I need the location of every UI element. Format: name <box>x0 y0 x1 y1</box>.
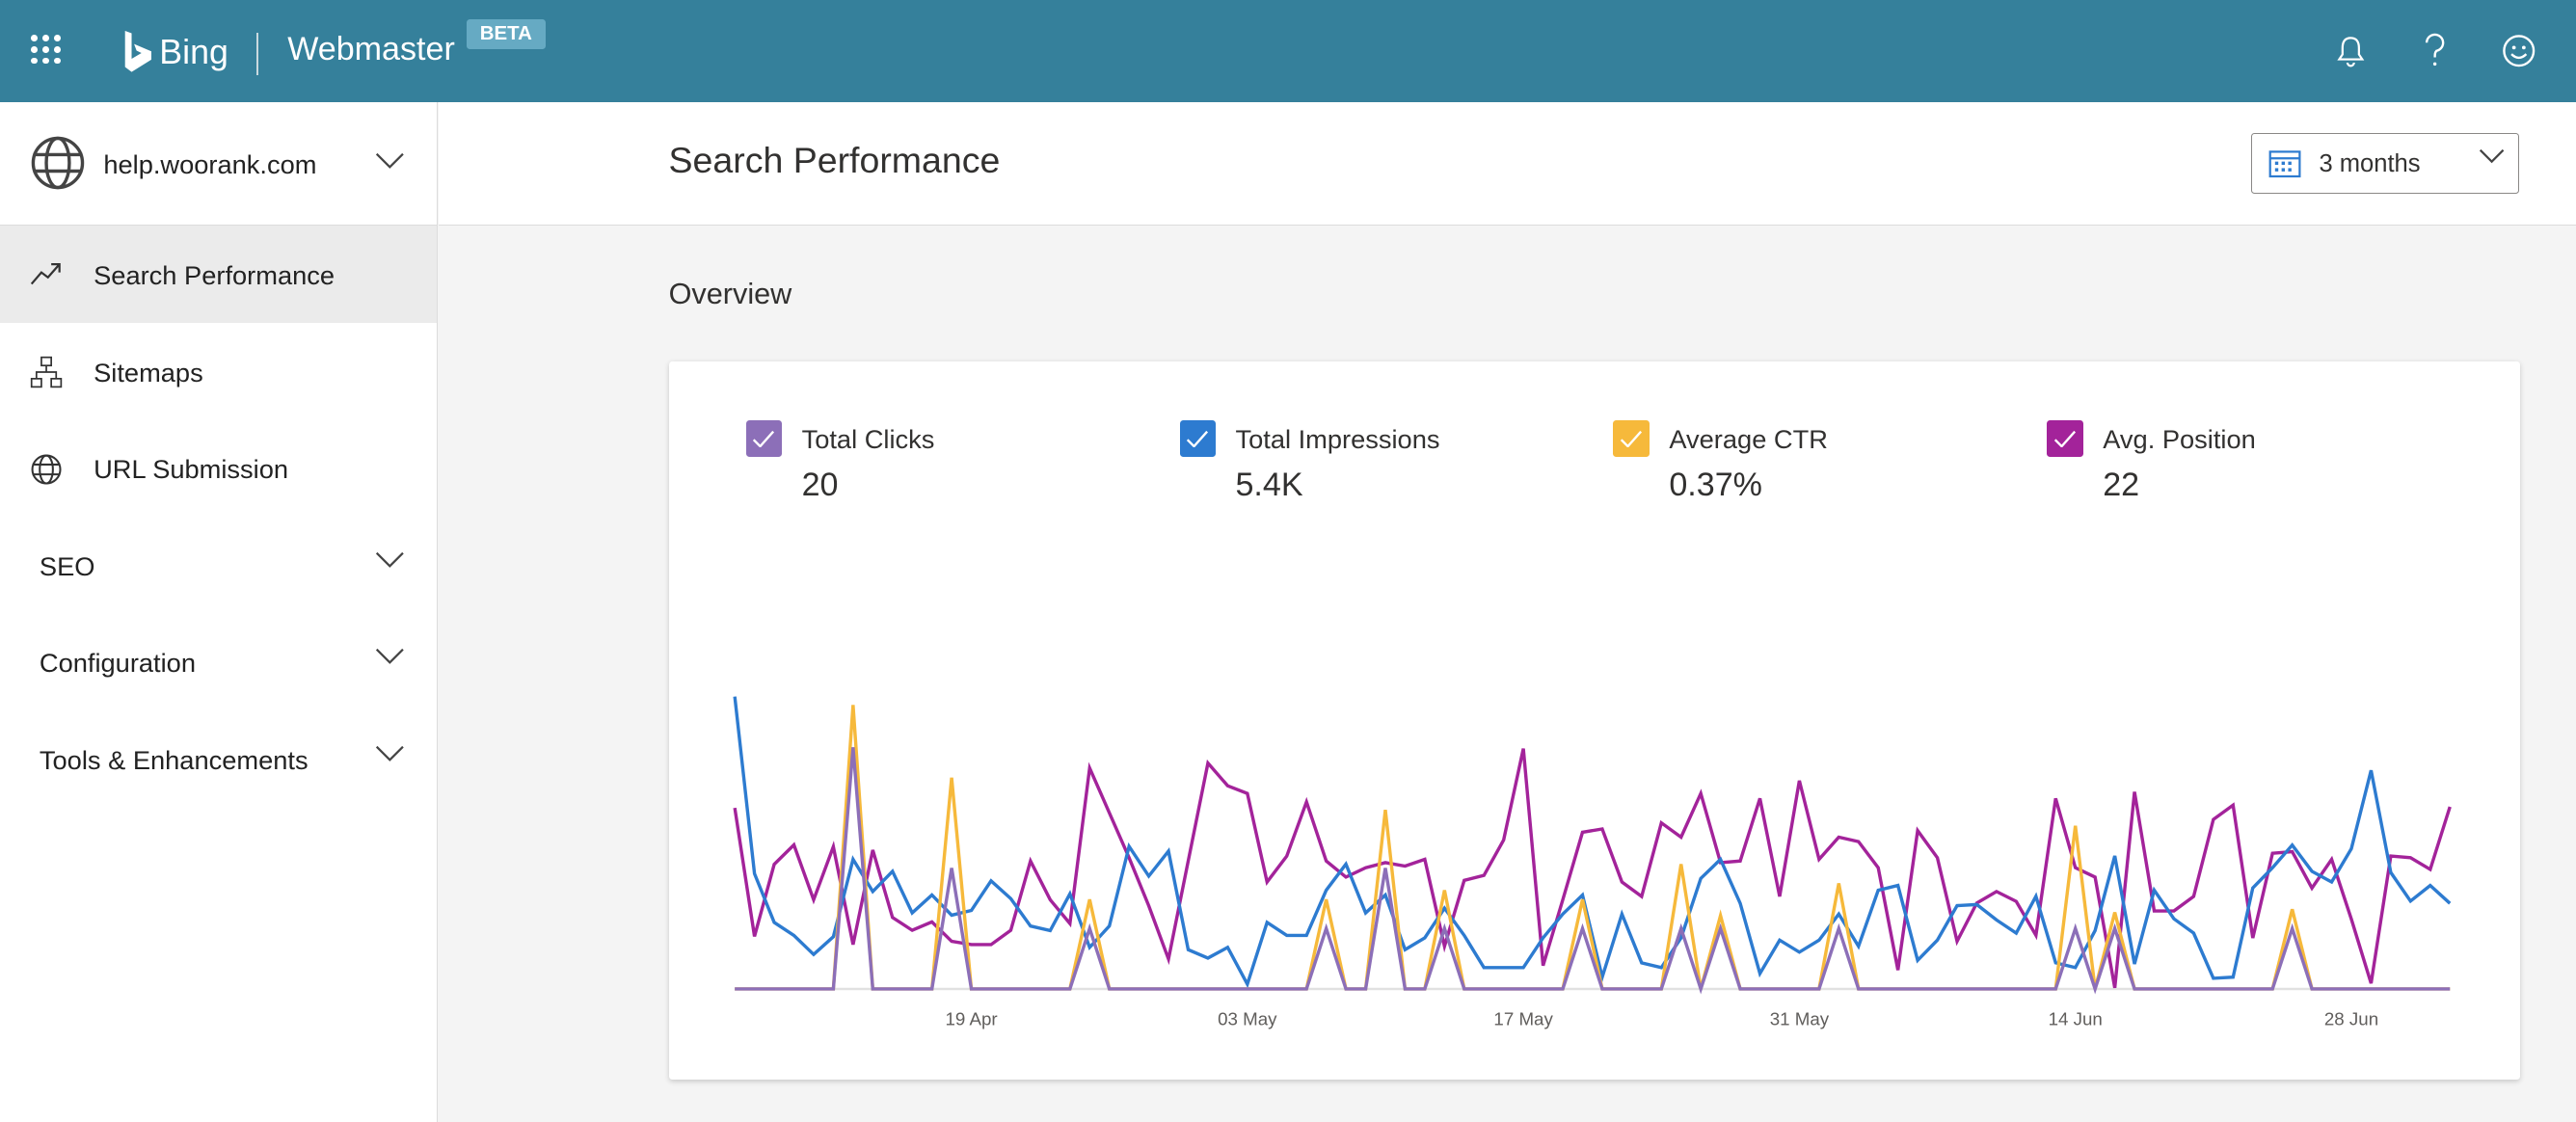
header-divider <box>255 33 258 76</box>
checkmark-icon <box>1187 430 1209 448</box>
sitemap-icon <box>30 356 62 388</box>
x-tick-label: 17 May <box>1493 1008 1553 1028</box>
metric-value: 0.37% <box>1669 466 1762 503</box>
metric-value: 22 <box>2103 466 2140 503</box>
site-name: help.woorank.com <box>103 149 317 180</box>
metric-label: Total Clicks <box>801 423 935 454</box>
checkbox[interactable] <box>1179 420 1217 457</box>
sidebar: help.woorank.com Search Performance Site… <box>0 101 439 1122</box>
overview-card: Total Clicks 20 Total Impressions 5.4K Avera… <box>668 361 2521 1080</box>
sidebar-item-label: URL Submission <box>94 454 289 485</box>
feedback-smiley-icon[interactable] <box>2497 30 2539 72</box>
page-title: Search Performance <box>668 139 1001 180</box>
bell-icon[interactable] <box>2329 30 2372 72</box>
chevron-down-icon <box>375 153 404 170</box>
sidebar-item-label: SEO <box>39 550 95 581</box>
help-icon[interactable] <box>2413 30 2455 72</box>
metric-label: Average CTR <box>1669 423 1828 454</box>
sidebar-item-configuration[interactable]: Configuration <box>0 614 437 711</box>
checkmark-icon <box>1621 430 1643 448</box>
series-line-total-impressions[interactable] <box>733 696 2451 989</box>
checkbox[interactable] <box>1613 420 1650 457</box>
beta-badge: BETA <box>466 19 546 50</box>
bing-b-icon <box>124 31 151 72</box>
x-tick-label: 14 Jun <box>2048 1008 2102 1028</box>
date-range-dropdown[interactable]: 3 months <box>2250 133 2519 195</box>
checkbox[interactable] <box>745 420 783 457</box>
brand-name: Bing <box>159 33 228 72</box>
x-tick-label: 03 May <box>1218 1008 1277 1028</box>
sidebar-item-search-performance[interactable]: Search Performance <box>0 226 438 323</box>
calendar-icon <box>2268 150 2301 178</box>
series-line-avg-position[interactable] <box>733 748 2452 988</box>
sidebar-item-url-submission[interactable]: URL Submission <box>0 420 437 518</box>
section-heading: Overview <box>668 277 792 310</box>
page-header: Search Performance 3 months <box>438 101 2576 227</box>
metric-value: 5.4K <box>1235 466 1303 503</box>
site-selector[interactable]: help.woorank.com <box>0 102 438 227</box>
checkmark-icon <box>753 430 775 448</box>
x-tick-label: 19 Apr <box>945 1008 997 1028</box>
sidebar-item-seo[interactable]: SEO <box>0 517 437 614</box>
metric-label: Total Impressions <box>1235 423 1440 454</box>
globe-icon <box>31 454 62 485</box>
checkmark-icon <box>2053 430 2077 448</box>
checkbox[interactable] <box>2047 420 2083 457</box>
chevron-down-icon <box>375 649 404 665</box>
chevron-down-icon <box>375 551 404 568</box>
bing-logo[interactable]: Bing <box>123 31 228 73</box>
app-launcher-icon[interactable] <box>31 34 62 65</box>
performance-line-chart: 19 Apr 03 May 17 May 31 May 14 Jun 28 Jun <box>733 696 2452 1028</box>
sidebar-item-label: Tools & Enhancements <box>39 744 309 775</box>
sidebar-item-sitemaps[interactable]: Sitemaps <box>0 323 437 420</box>
sidebar-item-label: Sitemaps <box>94 357 203 387</box>
metric-label: Avg. Position <box>2103 423 2256 454</box>
globe-icon <box>31 136 84 189</box>
sidebar-item-label: Search Performance <box>94 260 335 291</box>
sidebar-item-tools-enhancements[interactable]: Tools & Enhancements <box>0 710 437 808</box>
x-tick-label: 31 May <box>1769 1008 1829 1028</box>
metric-value: 20 <box>801 466 839 503</box>
series-line-total-clicks[interactable] <box>734 747 2450 995</box>
top-header: Bing Webmaster BETA <box>0 0 2576 102</box>
sidebar-item-label: Configuration <box>39 648 196 679</box>
series-line-average-ctr[interactable] <box>734 705 2450 991</box>
product-name: Webmaster <box>287 31 455 68</box>
date-range-value: 3 months <box>2319 150 2421 178</box>
chevron-down-icon <box>375 745 404 761</box>
x-tick-label: 28 Jun <box>2323 1008 2377 1028</box>
chevron-down-icon <box>2479 149 2505 164</box>
trend-up-icon <box>30 262 61 284</box>
